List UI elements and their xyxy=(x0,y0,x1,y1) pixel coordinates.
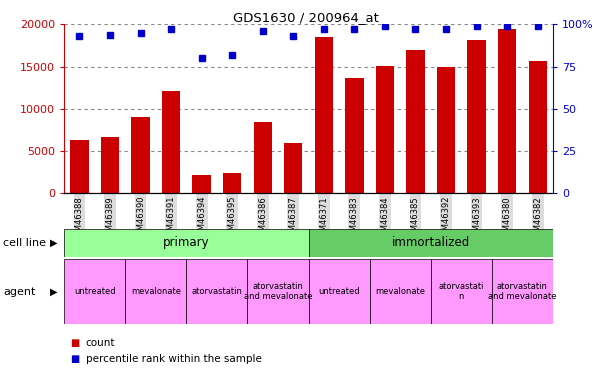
Bar xyxy=(406,50,425,193)
Text: primary: primary xyxy=(163,236,210,249)
Text: untreated: untreated xyxy=(318,287,360,296)
Text: percentile rank within the sample: percentile rank within the sample xyxy=(86,354,262,364)
Text: atorvastati
n: atorvastati n xyxy=(439,282,484,301)
Bar xyxy=(437,67,455,193)
Bar xyxy=(70,140,89,193)
Bar xyxy=(101,136,119,193)
Text: GDS1630 / 200964_at: GDS1630 / 200964_at xyxy=(233,11,378,24)
Text: mevalonate: mevalonate xyxy=(375,287,425,296)
Bar xyxy=(125,259,186,324)
Bar xyxy=(431,259,492,324)
Bar xyxy=(186,259,247,324)
Bar xyxy=(376,66,394,193)
Bar xyxy=(131,117,150,193)
Bar xyxy=(315,37,333,193)
Bar xyxy=(309,259,370,324)
Text: ▶: ▶ xyxy=(50,286,57,297)
Bar xyxy=(529,61,547,193)
Text: atorvastatin
and mevalonate: atorvastatin and mevalonate xyxy=(488,282,557,301)
Text: mevalonate: mevalonate xyxy=(131,287,181,296)
Text: ▶: ▶ xyxy=(50,238,57,248)
Text: atorvastatin: atorvastatin xyxy=(191,287,243,296)
Bar xyxy=(309,229,553,257)
Bar xyxy=(162,91,180,193)
Text: ■: ■ xyxy=(70,338,79,348)
Bar xyxy=(192,175,211,193)
Text: immortalized: immortalized xyxy=(392,236,470,249)
Bar xyxy=(64,259,125,324)
Bar xyxy=(284,143,302,193)
Text: untreated: untreated xyxy=(74,287,115,296)
Bar xyxy=(467,40,486,193)
Bar xyxy=(370,259,431,324)
Bar xyxy=(247,259,309,324)
Text: ■: ■ xyxy=(70,354,79,364)
Text: count: count xyxy=(86,338,115,348)
Bar xyxy=(64,229,309,257)
Bar xyxy=(254,122,272,193)
Text: agent: agent xyxy=(3,286,35,297)
Text: atorvastatin
and mevalonate: atorvastatin and mevalonate xyxy=(244,282,312,301)
Text: cell line: cell line xyxy=(3,238,46,248)
Bar xyxy=(223,173,241,193)
Bar xyxy=(492,259,553,324)
Bar xyxy=(345,78,364,193)
Bar xyxy=(498,28,516,193)
